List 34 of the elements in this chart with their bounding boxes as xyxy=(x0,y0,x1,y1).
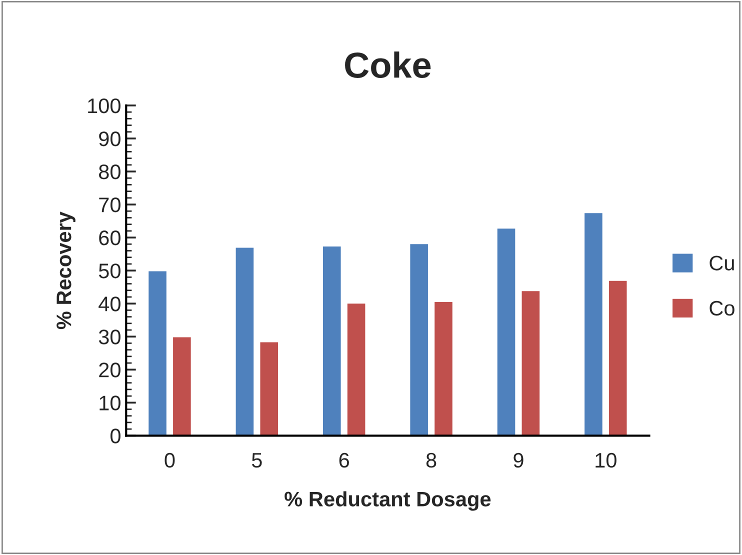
legend-label: Cu xyxy=(710,256,734,270)
y-tick-label: 40 xyxy=(98,296,120,312)
bar xyxy=(322,245,342,436)
y-tick-label: 10 xyxy=(100,396,120,410)
x-tick-label: 10 xyxy=(596,452,616,468)
y-tick-label: 60 xyxy=(99,230,120,246)
y-tick-label: 90 xyxy=(99,131,120,146)
x-tick-label: 5 xyxy=(252,453,262,468)
x-tick-label: 9 xyxy=(514,452,524,468)
bar xyxy=(433,300,454,436)
y-tick-label: 30 xyxy=(98,330,120,344)
y-tick-label: 70 xyxy=(99,198,120,212)
y-tick-label: 0 xyxy=(110,428,120,444)
bar xyxy=(496,227,517,436)
legend-label: Co xyxy=(710,300,734,316)
bar xyxy=(172,336,192,436)
y-tick-label: 50 xyxy=(98,264,120,278)
bar xyxy=(583,212,604,436)
bar xyxy=(520,290,541,436)
x-tick-label: 8 xyxy=(426,452,436,468)
bar xyxy=(346,302,367,436)
bar xyxy=(408,242,430,436)
y-tick-label: 20 xyxy=(99,362,120,378)
y-tick-label: 80 xyxy=(99,164,120,180)
bar xyxy=(147,270,168,436)
y-axis-title: % Recovery xyxy=(56,212,76,330)
x-tick-label: 6 xyxy=(339,452,349,468)
chart-title: Coke xyxy=(345,52,431,78)
bar xyxy=(234,246,255,436)
x-tick-label: 0 xyxy=(164,452,175,468)
bar xyxy=(258,340,280,436)
x-axis-title: % Reductant Dosage xyxy=(284,491,491,511)
bar xyxy=(608,279,628,436)
y-tick-label: 100 xyxy=(88,98,120,114)
